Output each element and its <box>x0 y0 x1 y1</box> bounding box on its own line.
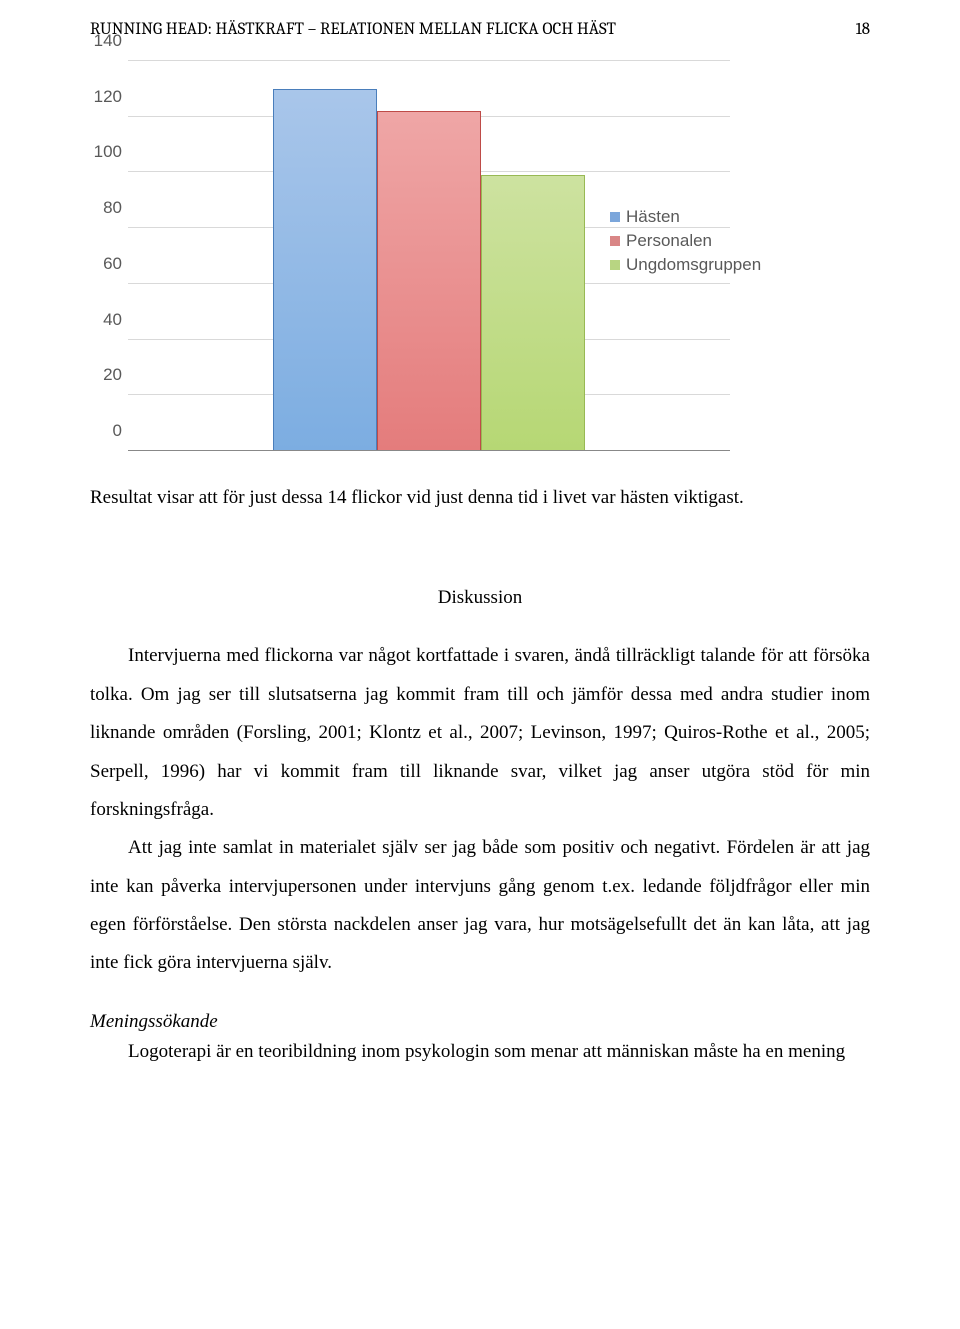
legend-label: Ungdomsgruppen <box>626 255 761 275</box>
legend-label: Personalen <box>626 231 712 251</box>
legend-item: Ungdomsgruppen <box>610 255 761 275</box>
legend-swatch <box>610 236 620 246</box>
chart-y-tick: 60 <box>103 254 122 274</box>
chart-y-axis: 020406080100120140 <box>90 61 128 451</box>
discussion-para-2: Att jag inte samlat in materialet själv … <box>90 829 870 983</box>
bar-chart: 020406080100120140 HästenPersonalenUngdo… <box>90 61 730 451</box>
subheading-meningssokande: Meningssökande <box>90 1011 870 1033</box>
legend-swatch <box>610 260 620 270</box>
running-head-text: RUNNING HEAD: HÄSTKRAFT – RELATIONEN MEL… <box>90 20 616 39</box>
chart-bar <box>481 175 585 451</box>
chart-y-tick: 100 <box>94 142 122 162</box>
chart-y-tick: 80 <box>103 198 122 218</box>
chart-y-tick: 40 <box>103 310 122 330</box>
chart-y-tick: 0 <box>113 421 122 441</box>
discussion-para-1: Intervjuerna med flickorna var något kor… <box>90 637 870 829</box>
chart-bar <box>273 89 377 451</box>
legend-swatch <box>610 212 620 222</box>
legend-item: Personalen <box>610 231 761 251</box>
chart-y-tick: 20 <box>103 365 122 385</box>
chart-legend: Hästen Personalen Ungdomsgruppen <box>610 207 761 279</box>
chart-bar <box>377 111 481 451</box>
result-text: Resultat visar att för just dessa 14 fli… <box>90 479 870 517</box>
legend-item: Hästen <box>610 207 761 227</box>
chart-baseline <box>128 450 730 451</box>
meningssokande-para: Logoterapi är en teoribildning inom psyk… <box>90 1033 870 1071</box>
chart-y-tick: 140 <box>94 31 122 51</box>
running-head: RUNNING HEAD: HÄSTKRAFT – RELATIONEN MEL… <box>90 20 870 39</box>
chart-y-tick: 120 <box>94 87 122 107</box>
page-number: 18 <box>856 20 870 39</box>
legend-label: Hästen <box>626 207 680 227</box>
discussion-heading: Diskussion <box>90 587 870 609</box>
